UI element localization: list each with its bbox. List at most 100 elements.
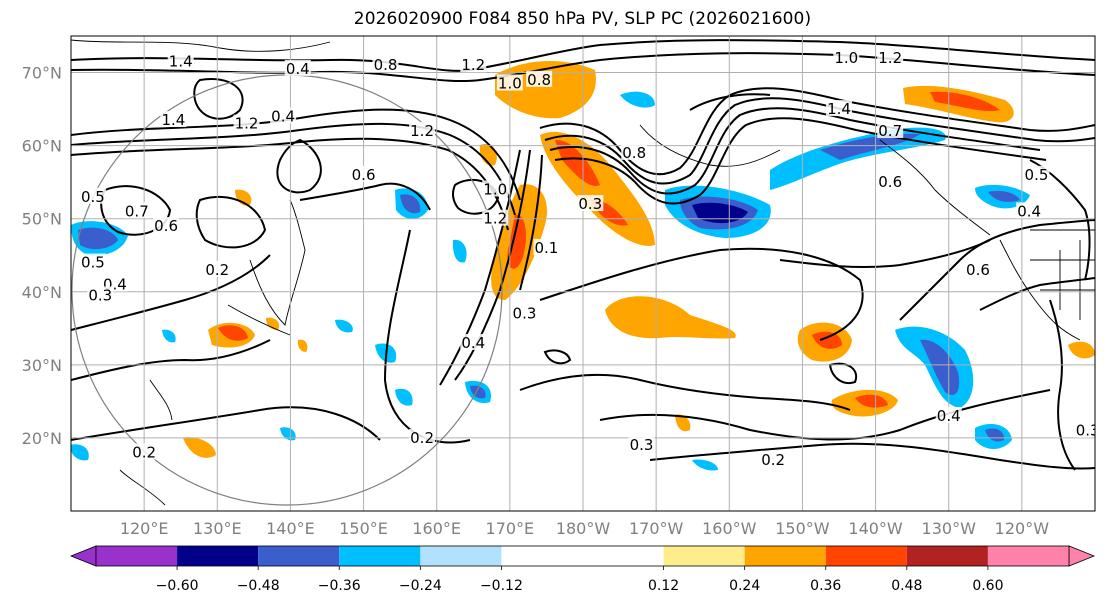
contour-label: 1.2 (483, 210, 507, 228)
contour-label: 0.4 (1017, 202, 1041, 220)
contour-label-bg (526, 70, 553, 87)
lat-tick-label: 20°N (22, 429, 62, 448)
lon-tick-label: 170°E (486, 519, 535, 538)
contour-label: 0.8 (527, 71, 551, 89)
lon-tick-label: 130°E (193, 519, 242, 538)
contour-label: 0.6 (154, 217, 178, 235)
contour-label-bg (496, 74, 523, 91)
chart-title: 2026020900 F084 850 hPa PV, SLP PC (2026… (353, 9, 812, 29)
contour-label: 0.5 (81, 254, 105, 272)
contour-label: 1.2 (461, 56, 485, 74)
contour-label-bg (533, 238, 560, 255)
contour-label: 1.0 (498, 75, 522, 93)
lon-tick-label: 130°W (922, 519, 977, 538)
contour-label: 0.8 (374, 56, 398, 74)
contour-label-bg (160, 111, 187, 128)
colorbar-frame (95, 545, 1070, 567)
contour-label-bg (153, 217, 180, 233)
lon-tick-label: 150°W (775, 519, 830, 538)
contour-label-bg (409, 428, 436, 445)
contour-label: 0.3 (1076, 422, 1100, 440)
colorbar-tick-label: −0.60 (156, 578, 199, 594)
contour-label: 0.4 (937, 407, 961, 425)
lat-tick-label: 30°N (22, 356, 62, 375)
lon-tick-label: 140°W (848, 519, 903, 538)
colorbar-segment (501, 546, 664, 566)
contour-label: 0.2 (205, 261, 229, 279)
contour-label: 1.4 (161, 111, 185, 129)
plot-frame (70, 35, 1096, 512)
contour-label: 1.2 (878, 49, 902, 67)
contour-label-bg (372, 56, 399, 73)
contour-label-bg (460, 333, 487, 350)
colorbar-tick-label: 0.36 (810, 578, 841, 594)
colorbar-segment (420, 546, 502, 566)
lat-tick-label: 60°N (22, 137, 62, 156)
contour-label-bg (935, 407, 962, 423)
colorbar-segment (906, 546, 988, 566)
contour-label-bg (482, 180, 509, 197)
lon-tick-label: 120°W (995, 519, 1050, 538)
contour-label-bg (482, 209, 509, 226)
contour-label: 0.3 (630, 436, 654, 454)
lat-tick-label: 50°N (22, 210, 62, 229)
lat-tick-label: 70°N (22, 64, 62, 83)
contour-label-bg (628, 436, 655, 453)
contour-label: 0.2 (132, 444, 156, 462)
contour-label-bg (833, 48, 860, 65)
contour-label-bg (1074, 421, 1095, 438)
contour-label-bg (877, 48, 904, 65)
contour-label: 0.4 (286, 60, 310, 78)
contour-label-bg (1023, 165, 1050, 182)
colorbar-segment (663, 546, 745, 566)
colorbar-segment (177, 546, 259, 566)
colorbar-tick-label: 0.60 (972, 578, 1003, 594)
contour-label: 0.6 (878, 173, 902, 191)
contour-label: 0.2 (761, 451, 785, 469)
colorbar: −0.60 −0.48 −0.36 −0.24 −0.12 0.12 0.24 0.36 0.4… (69, 545, 1096, 594)
lon-tick-label: 170°W (629, 519, 684, 538)
contour-label-bg (409, 122, 436, 138)
colorbar-segment (744, 546, 826, 566)
contour-label-bg (79, 253, 106, 270)
colorbar-segment (258, 546, 340, 566)
colorbar-extend-high (1068, 545, 1096, 567)
colorbar-tick-label: −0.12 (480, 578, 523, 594)
distance-ring (71, 74, 503, 506)
contour-label: 0.6 (352, 166, 376, 184)
colorbar-tick-label: 0.48 (891, 578, 922, 594)
contour-label: 0.3 (88, 286, 112, 304)
coastlines (71, 39, 1095, 506)
lat-axis-labels: 70°N 60°N 50°N 40°N 30°N 20°N (22, 64, 62, 448)
contour-label: 1.4 (169, 53, 193, 71)
contour-label-bg (87, 286, 114, 303)
lat-tick-label: 40°N (22, 283, 62, 302)
contour-label: 1.2 (410, 122, 434, 140)
contour-label-bg (79, 187, 106, 204)
contour-label-bg (877, 173, 904, 190)
contour-label-bg (460, 56, 487, 73)
colorbar-tick-label: −0.36 (318, 578, 361, 594)
contour-label: 0.3 (578, 195, 602, 213)
contour-label: 0.3 (513, 305, 537, 323)
contour-label-bg (350, 165, 377, 182)
contour-label: 1.0 (483, 180, 507, 198)
lon-tick-label: 180°W (556, 519, 611, 538)
lon-axis-labels: 120°E 130°E 140°E 150°E 160°E 170°E 180°W 170°W… (120, 519, 1049, 538)
contour-label: 0.5 (1025, 166, 1049, 184)
contour-label: 1.2 (235, 115, 259, 133)
colorbar-segment (825, 546, 907, 566)
colorbar-tick-label: 0.24 (729, 578, 760, 594)
contour-label: 0.4 (271, 107, 295, 125)
colorbar-tick-label: 0.12 (648, 578, 679, 594)
contour-label: 0.1 (534, 239, 558, 257)
contour-label-bg (233, 114, 260, 131)
pv-anomaly-shading (71, 60, 1095, 471)
contour-label-bg (204, 260, 231, 277)
contour-label-bg (123, 202, 150, 219)
colorbar-segment (96, 546, 178, 566)
contour-label: 1.4 (827, 100, 851, 118)
lon-tick-label: 140°E (266, 519, 315, 538)
contour-label-bg (826, 100, 852, 117)
lon-tick-label: 160°E (412, 519, 461, 538)
